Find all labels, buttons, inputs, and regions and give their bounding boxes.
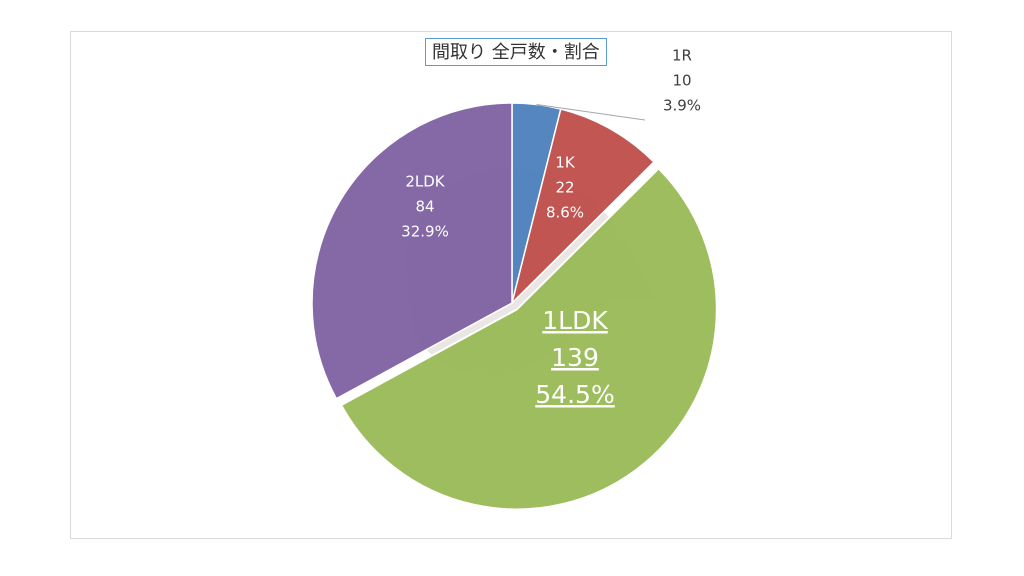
data-label-2ldk-percent: 32.9% bbox=[401, 223, 449, 241]
data-label-2ldk-value: 84 bbox=[415, 198, 434, 216]
pie-slice-1k bbox=[510, 108, 655, 306]
pie-slice-1ldk bbox=[339, 167, 718, 511]
pie-slice-2ldk bbox=[311, 102, 513, 400]
data-label-1k-value: 22 bbox=[555, 179, 574, 197]
data-label-1ldk-label: 1LDK bbox=[542, 306, 608, 335]
data-label-2ldk-label: 2LDK bbox=[405, 173, 445, 191]
data-label-1r-percent: 3.9% bbox=[663, 97, 701, 115]
data-label-1k-label: 1K bbox=[555, 154, 576, 172]
data-label-1ldk-percent: 54.5% bbox=[535, 380, 614, 409]
data-label-1k-percent: 8.6% bbox=[546, 204, 584, 222]
data-label-1r-value: 10 bbox=[672, 72, 691, 90]
data-label-1ldk-value: 139 bbox=[551, 343, 599, 372]
leader-line-1r bbox=[536, 104, 646, 121]
chart-title: 間取り 全戸数・割合 bbox=[425, 38, 607, 66]
data-label-1r-label: 1R bbox=[672, 47, 692, 65]
